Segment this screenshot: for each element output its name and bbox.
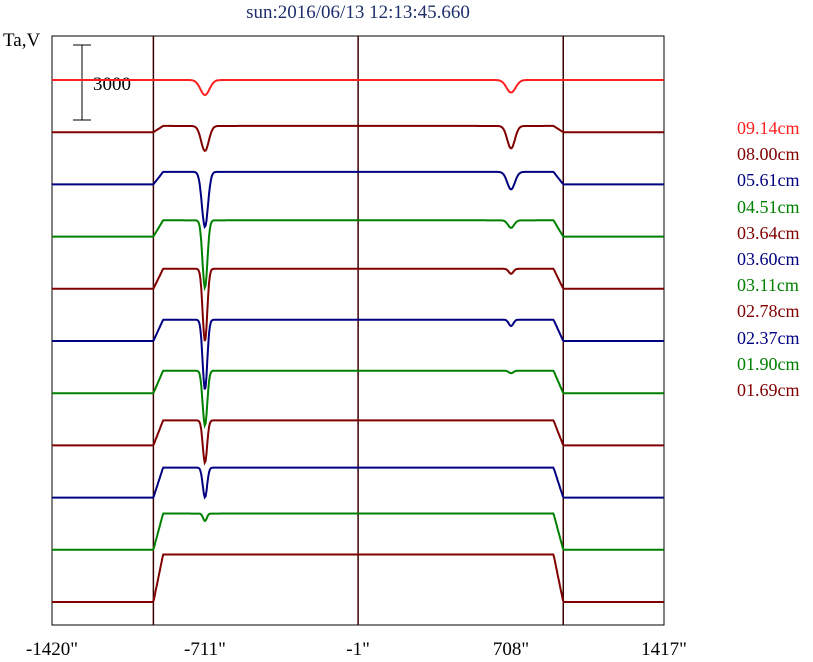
- legend-entry: 09.14cm: [737, 118, 800, 138]
- legend-entry: 03.64cm: [737, 222, 800, 243]
- legend-entry: 04.51cm: [737, 196, 800, 217]
- x-tick-label: 1417": [641, 639, 687, 660]
- scale-bar: 3000: [73, 44, 131, 121]
- legend-entry: 03.11cm: [737, 275, 799, 296]
- x-tick-label: 708": [493, 639, 529, 660]
- chart-title: sun:2016/06/13 12:13:45.660: [246, 2, 470, 23]
- x-tick-labels: -1420" -711" -1" 708" 1417": [26, 639, 687, 660]
- series-line-03.11cm: [52, 369, 664, 430]
- series-line-01.90cm: [52, 512, 664, 551]
- series-line-03.60cm: [52, 318, 664, 390]
- legend-entry: 01.90cm: [737, 353, 800, 374]
- legend-entry: 03.60cm: [737, 249, 800, 269]
- x-tick-label: -1": [346, 639, 370, 660]
- legend-entry: 01.69cm: [737, 380, 800, 400]
- series-line-01.69cm: [52, 553, 664, 603]
- series-line-02.37cm: [52, 466, 664, 500]
- series-line-09.14cm: [52, 79, 664, 97]
- legend-entry: 08.00cm: [737, 144, 800, 165]
- series-line-02.78cm: [52, 419, 664, 466]
- x-tick-label: -711": [184, 639, 226, 660]
- x-tick-label: -1420": [26, 639, 78, 660]
- series-layer: [52, 79, 664, 603]
- series-line-04.51cm: [52, 219, 664, 292]
- scale-bar-label: 3000: [93, 74, 131, 95]
- series-line-05.61cm: [52, 170, 664, 229]
- vertical-markers: [152, 36, 565, 625]
- legend-entry: 02.37cm: [737, 327, 800, 348]
- series-line-08.00cm: [52, 124, 664, 153]
- y-axis-label: Ta,V: [3, 30, 41, 51]
- legend-entry: 05.61cm: [737, 170, 800, 191]
- series-line-03.64cm: [52, 267, 664, 342]
- legend-entry: 02.78cm: [737, 301, 800, 322]
